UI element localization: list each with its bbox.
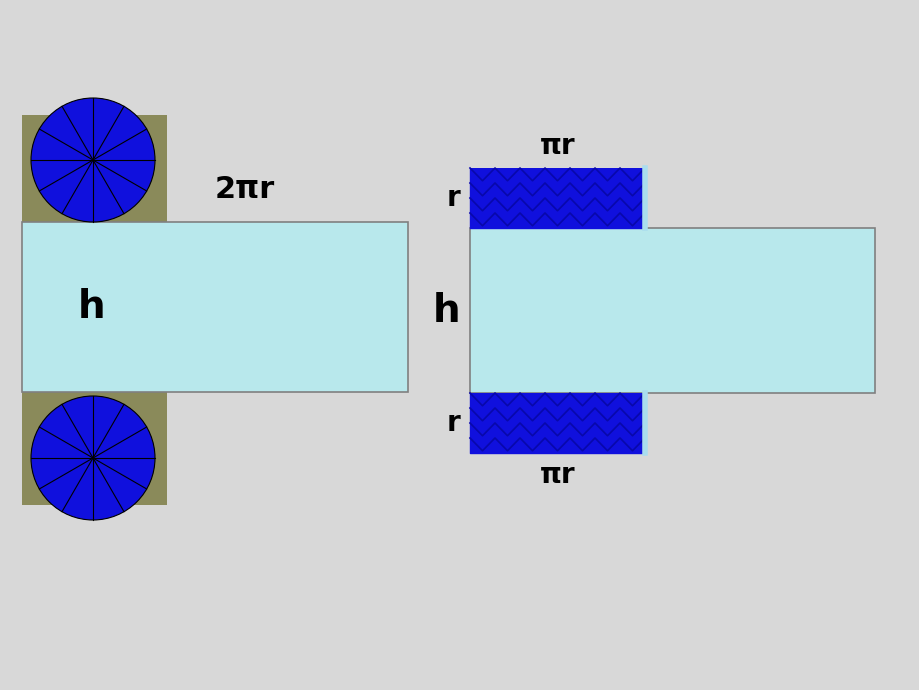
- Text: r: r: [446, 409, 460, 437]
- Text: πr: πr: [539, 132, 574, 160]
- Text: 2πr: 2πr: [215, 175, 275, 204]
- Text: h: h: [432, 291, 460, 330]
- Bar: [470, 228, 874, 393]
- Bar: [22, 115, 167, 505]
- Text: h: h: [78, 288, 106, 326]
- Text: r: r: [446, 184, 460, 212]
- Bar: [470, 168, 644, 228]
- Circle shape: [31, 396, 154, 520]
- Bar: [22, 222, 407, 392]
- Bar: [470, 393, 644, 453]
- Text: πr: πr: [539, 461, 574, 489]
- Circle shape: [31, 98, 154, 222]
